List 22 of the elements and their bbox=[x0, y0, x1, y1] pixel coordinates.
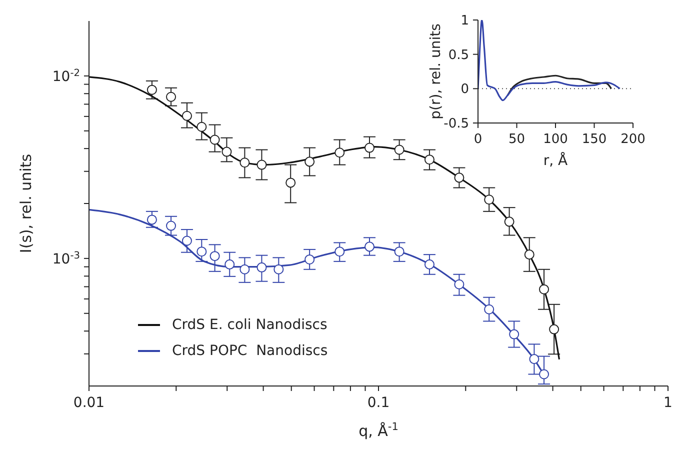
y-tick-label: 0.5 bbox=[448, 48, 469, 63]
line-series bbox=[506, 74, 612, 96]
x-tick-label: 0.1 bbox=[367, 395, 390, 411]
x-tick-label: 0 bbox=[474, 132, 482, 147]
x-tick-label: 1 bbox=[664, 395, 672, 411]
x-tick-label: 0.01 bbox=[73, 395, 105, 411]
legend-label: CrdS POPC Nanodiscs bbox=[172, 343, 328, 359]
x-tick-label: 100 bbox=[543, 132, 568, 147]
y-axis-title: p(r), rel. units bbox=[428, 24, 444, 120]
line-series bbox=[478, 20, 621, 102]
y-tick-label: 1 bbox=[460, 14, 469, 29]
y-tick-label: 10$^{-2}$ bbox=[52, 67, 80, 85]
y-tick-label: -0.5 bbox=[444, 116, 469, 132]
y-axis-title: I(s), rel. units bbox=[17, 154, 35, 254]
x-axis-title: q, Å$^{-1}$ bbox=[358, 421, 398, 440]
y-tick-label: 10$^{-3}$ bbox=[52, 250, 80, 268]
legend-label: CrdS E. coli Nanodiscs bbox=[172, 317, 328, 333]
x-tick-label: 150 bbox=[582, 132, 607, 147]
x-axis-title: r, Å bbox=[543, 152, 568, 169]
x-tick-label: 200 bbox=[620, 132, 646, 147]
y-tick-label: 0 bbox=[460, 82, 469, 98]
x-tick-label: 50 bbox=[508, 132, 526, 147]
